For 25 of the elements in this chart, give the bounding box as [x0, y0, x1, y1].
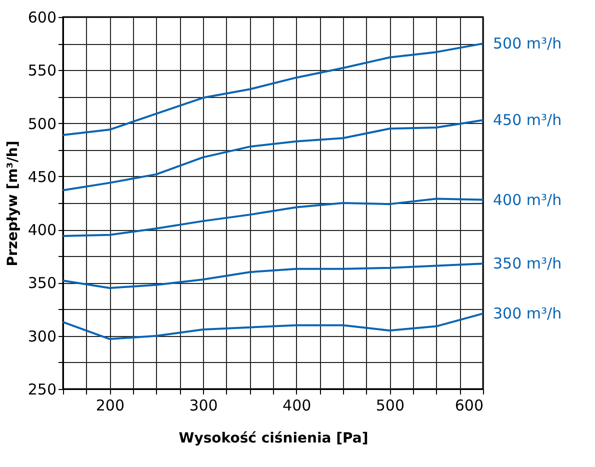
x-tick-label: 400 [282, 396, 312, 414]
y-tick-label: 550 [28, 62, 56, 80]
series-label: 450 m³/h [493, 111, 562, 130]
line-series [62, 42, 484, 136]
y-tick-label: 250 [28, 380, 56, 398]
line-series [62, 312, 484, 340]
y-tick-label: 600 [28, 8, 56, 26]
y-tick-label: 450 [28, 168, 56, 186]
line-series [62, 119, 484, 192]
y-tick-label: 300 [28, 327, 56, 346]
x-tick-label: 600 [454, 396, 484, 414]
series-label: 300 m³/h [493, 304, 562, 323]
y-tick-label: 350 [28, 274, 56, 292]
x-axis-title: Wysokość ciśnienia [Pa] [178, 430, 368, 446]
line-series [62, 262, 484, 290]
y-axis-title: Przepływ [m³/h] [4, 140, 21, 266]
x-tick-label: 500 [376, 396, 404, 414]
series-label: 350 m³/h [493, 254, 562, 273]
line-series [62, 198, 484, 237]
x-tick-label: 200 [96, 396, 124, 414]
x-tick-label: 300 [189, 396, 218, 414]
series-label: 400 m³/h [493, 190, 562, 209]
y-tick-label: 500 [28, 114, 56, 133]
series-label: 500 m³/h [493, 34, 562, 53]
y-tick-label: 400 [28, 221, 56, 240]
